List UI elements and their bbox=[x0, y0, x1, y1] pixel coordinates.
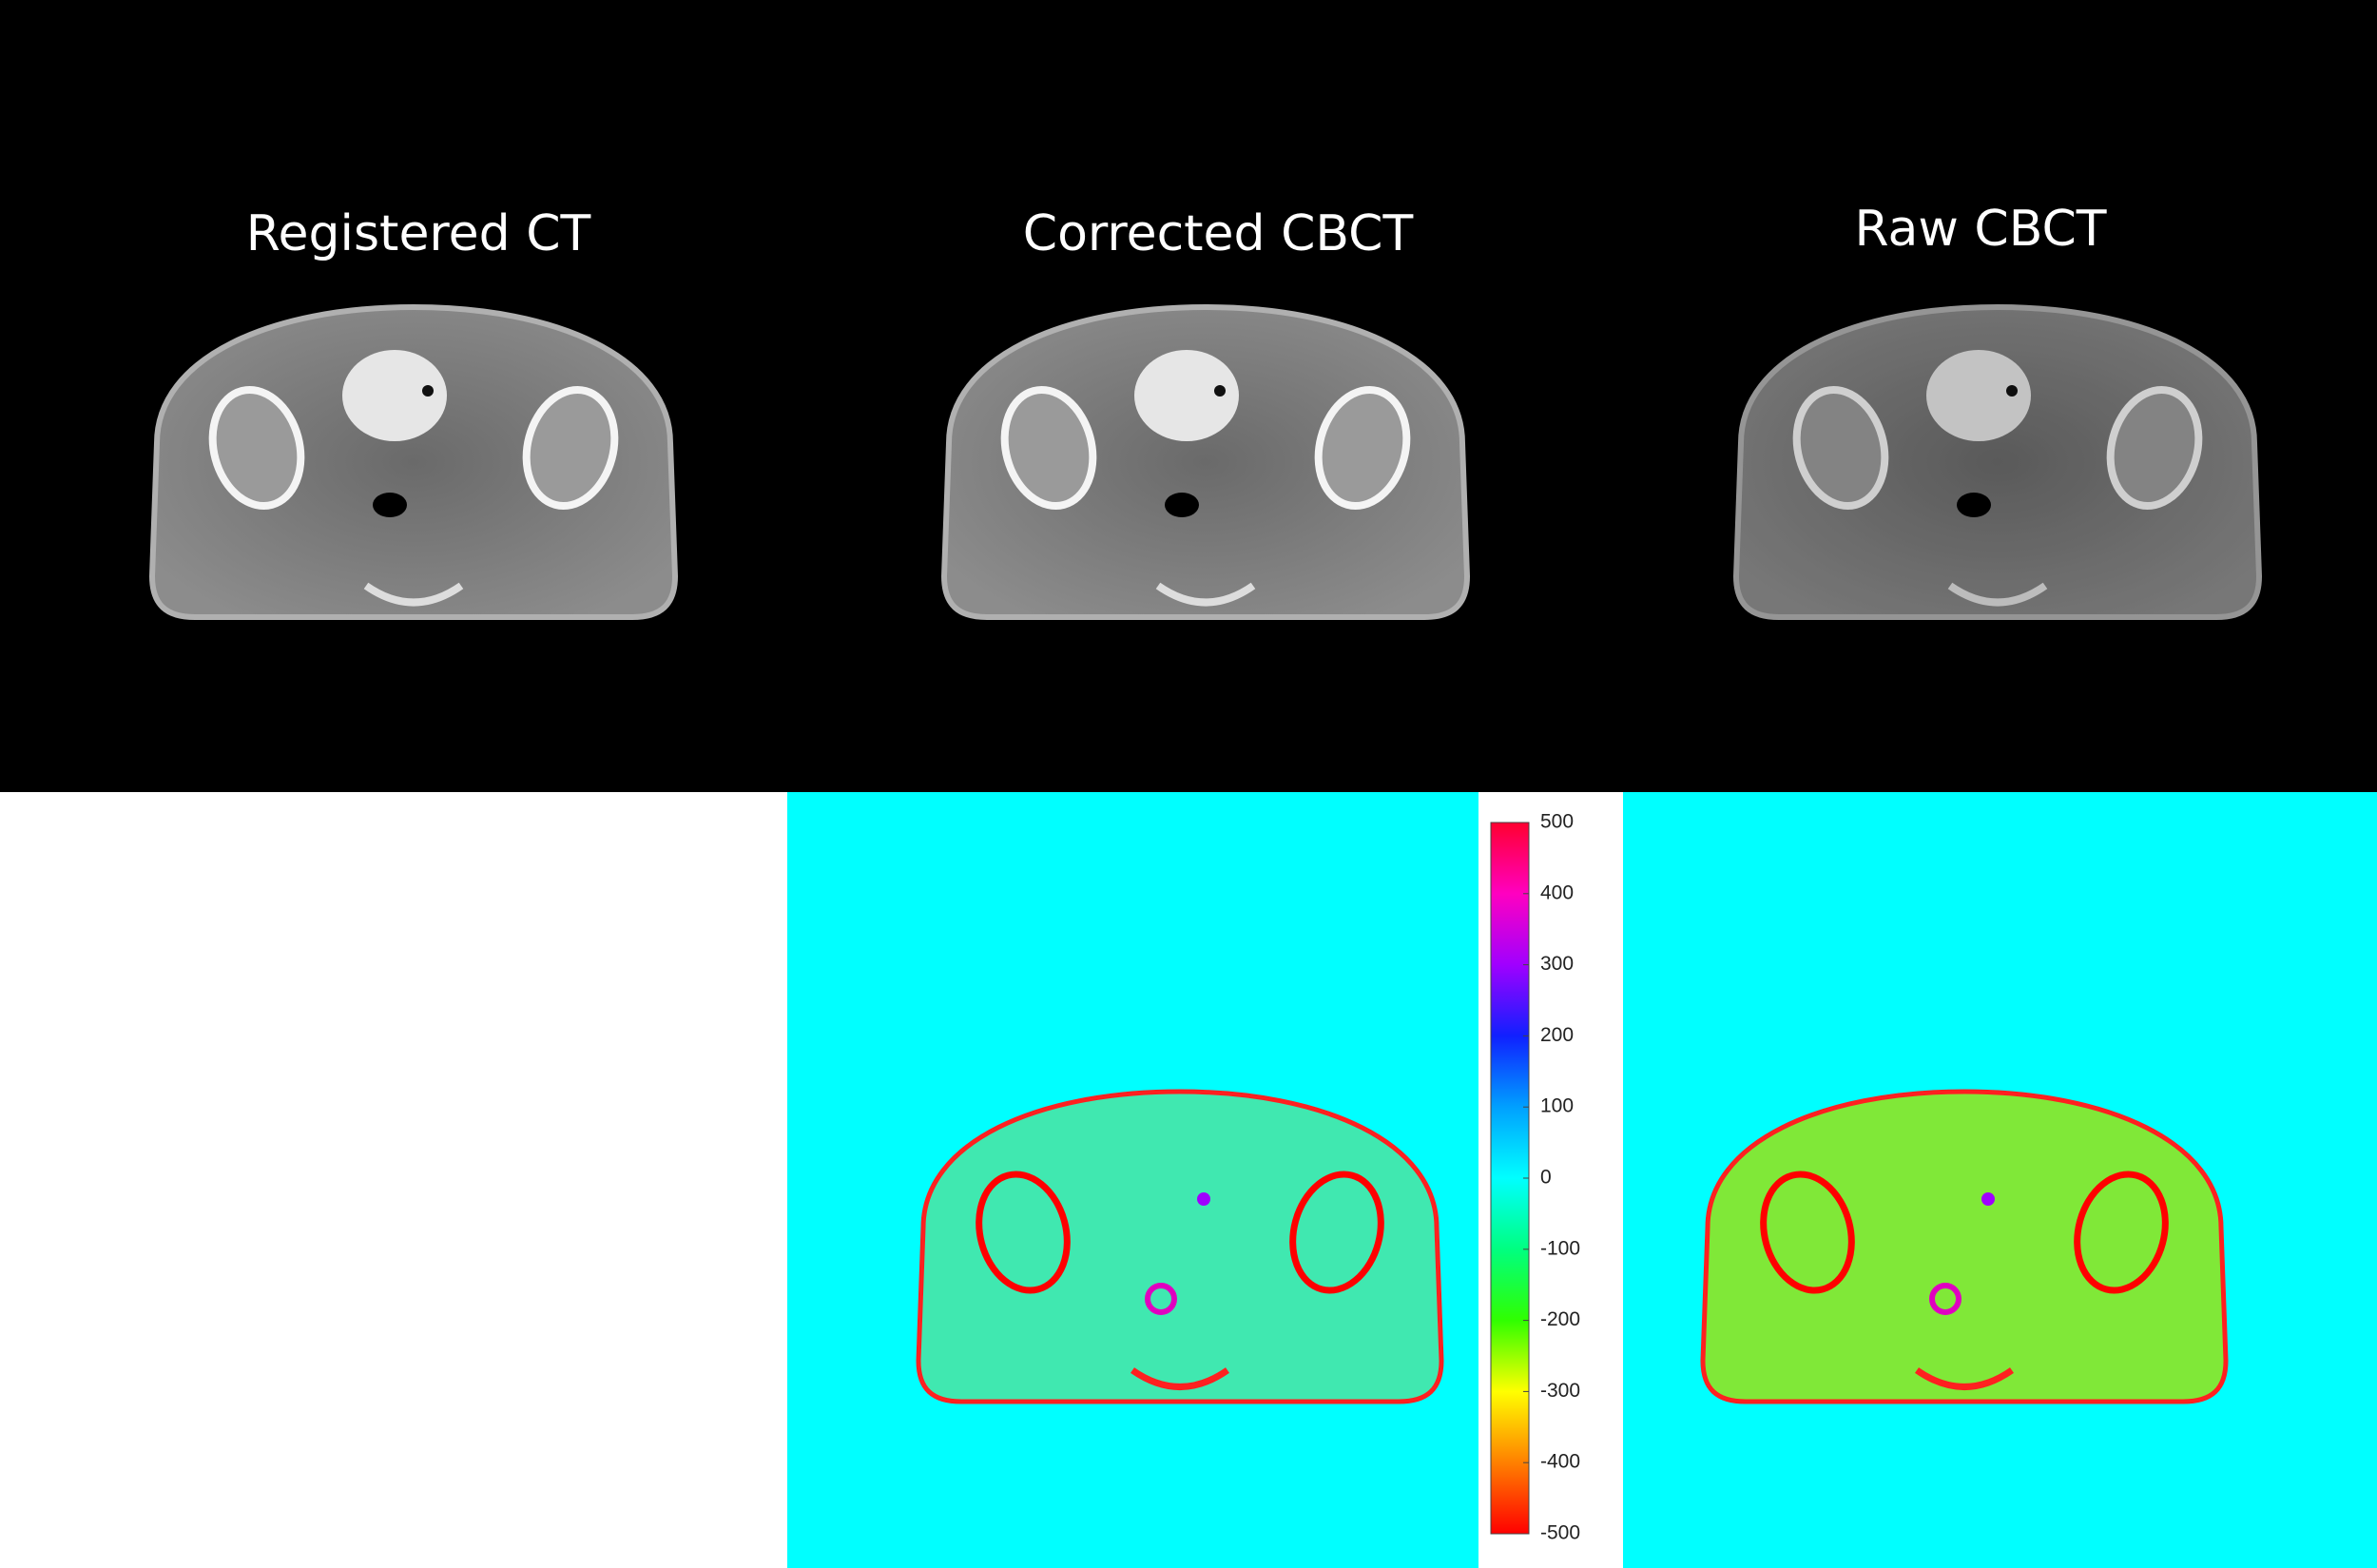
tick-label: -400 bbox=[1540, 1451, 1580, 1473]
panel-title: Corrected CBCT bbox=[1023, 205, 1414, 262]
tick-label: -100 bbox=[1540, 1237, 1580, 1259]
cbct-image bbox=[1736, 307, 2259, 617]
tick-label: -200 bbox=[1540, 1308, 1580, 1330]
tick-label: 400 bbox=[1540, 881, 1574, 903]
panel-title: Raw CBCT bbox=[1854, 201, 2106, 258]
tick-label: 300 bbox=[1540, 953, 1574, 975]
colorbar-ticks: 500 400 300 200 100 0 -100 -200 -300 -400 -500 bbox=[1523, 811, 1580, 1544]
difference-map bbox=[918, 1092, 1441, 1402]
tick-label: -300 bbox=[1540, 1380, 1580, 1402]
tick-label: -500 bbox=[1540, 1522, 1580, 1544]
ct-image bbox=[152, 307, 675, 617]
difference-map bbox=[1703, 1092, 2226, 1402]
tick-label: 100 bbox=[1540, 1095, 1574, 1117]
cbct-image bbox=[944, 307, 1467, 617]
tick-label: 500 bbox=[1540, 811, 1574, 833]
tick-label: 200 bbox=[1540, 1024, 1574, 1046]
panel-title: Registered CT bbox=[246, 205, 591, 262]
tick-label: 0 bbox=[1540, 1167, 1552, 1189]
